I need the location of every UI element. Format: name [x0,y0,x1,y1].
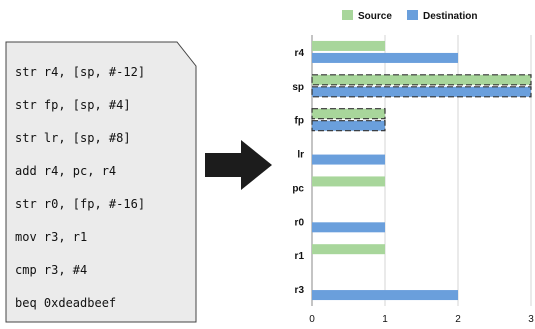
code-listing: str r4, [sp, #-12] str fp, [sp, #4] str … [15,64,145,328]
bar-destination-r4 [312,52,458,63]
code-line: str fp, [sp, #4] [15,98,131,112]
chart-legend: Source Destination [342,10,477,22]
x-tick-label: 3 [528,314,534,325]
y-label-sp: sp [292,82,304,93]
code-line: str lr, [sp, #8] [15,131,131,145]
bar-source-fp [311,108,386,120]
chart-x-ticks: 0 1 2 3 [309,314,534,325]
legend-swatch-source [342,10,353,20]
x-tick-label: 2 [455,314,461,325]
code-line: str r0, [fp, #-16] [15,197,146,211]
y-label-r0: r0 [295,217,305,228]
code-document: str r4, [sp, #-12] str fp, [sp, #4] str … [0,0,200,329]
code-line: mov r3, r1 [15,230,88,244]
x-tick-label: 1 [382,314,388,325]
document-page-shape [5,41,197,323]
code-line: add r4, pc, r4 [15,164,117,178]
bar-source-sp [311,74,532,86]
bar-destination-sp [311,86,532,98]
legend-swatch-destination [407,10,418,20]
bar-destination-r3 [312,290,458,301]
chart-bars [311,40,532,301]
bar-source-r4 [312,40,385,51]
y-label-r4: r4 [295,48,305,59]
y-label-r1: r1 [295,251,305,262]
code-line: cmp r3, #4 [15,263,88,277]
code-line: beq 0xdeadbeef [15,296,117,310]
y-label-pc: pc [292,183,304,194]
chart-y-labels: r4 sp fp lr pc r0 r1 r3 [292,48,304,296]
bar-destination-fp [311,120,386,132]
bar-source-r1 [312,244,385,255]
code-line: str r4, [sp, #-12] [15,65,146,79]
legend-label-source: Source [358,11,392,22]
legend-label-destination: Destination [423,11,477,22]
y-label-fp: fp [295,116,304,127]
right-arrow-icon [205,140,272,190]
bar-source-pc [312,176,385,187]
bar-destination-r0 [312,222,385,233]
x-tick-label: 0 [309,314,315,325]
y-label-lr: lr [297,150,304,161]
bar-destination-lr [312,154,385,165]
y-label-r3: r3 [295,285,305,296]
